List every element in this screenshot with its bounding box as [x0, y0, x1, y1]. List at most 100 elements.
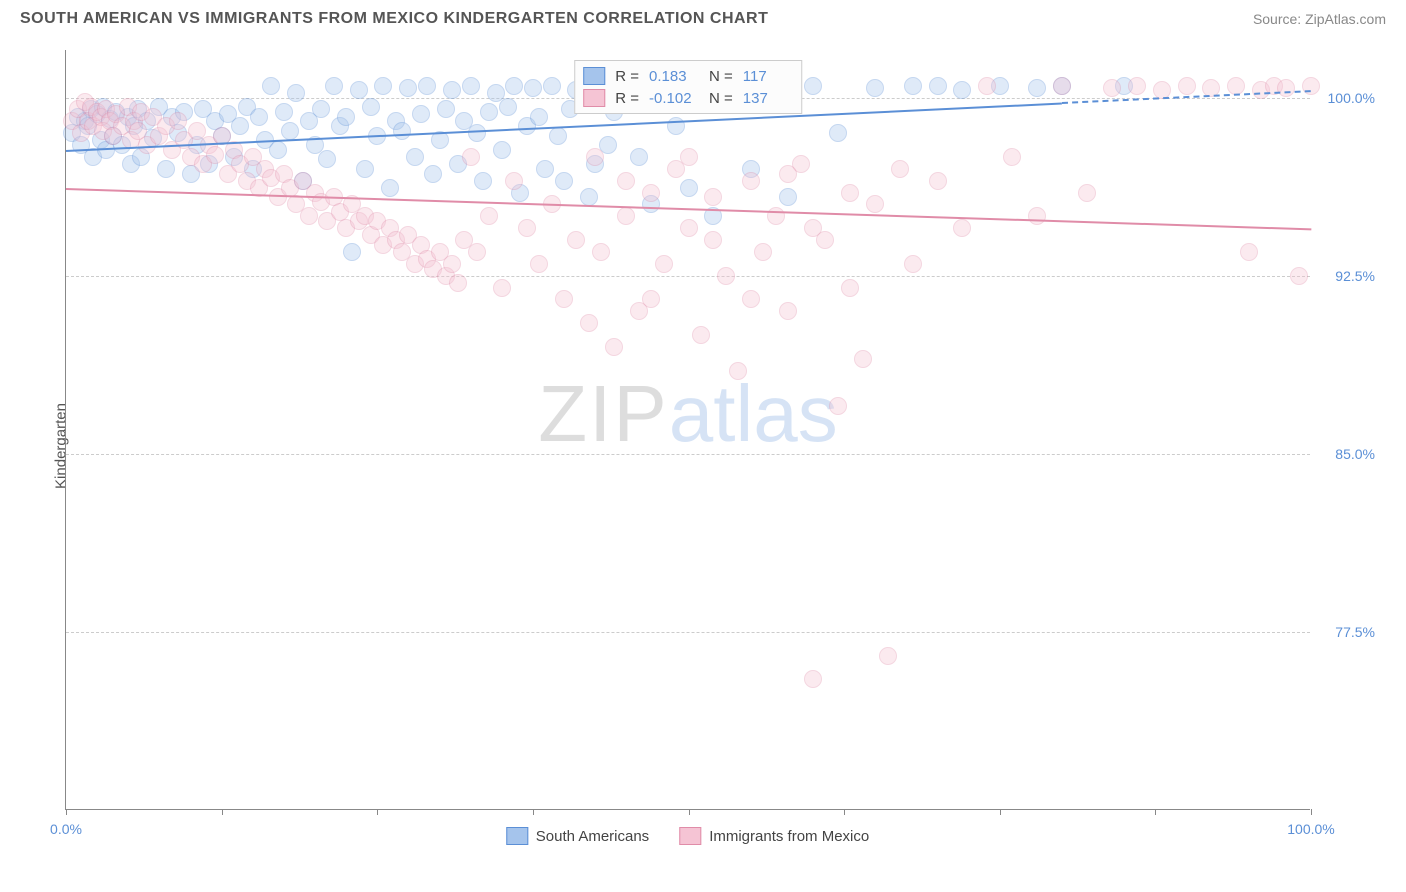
data-point [617, 172, 635, 190]
data-point [1053, 77, 1071, 95]
data-point [1128, 77, 1146, 95]
data-point [462, 148, 480, 166]
data-point [1003, 148, 1021, 166]
data-point [754, 243, 772, 261]
data-point [580, 188, 598, 206]
data-point [399, 79, 417, 97]
legend: South AmericansImmigrants from Mexico [506, 827, 869, 845]
data-point [866, 79, 884, 97]
data-point [904, 255, 922, 273]
data-point [169, 112, 187, 130]
data-point [350, 81, 368, 99]
data-point [841, 184, 859, 202]
data-point [318, 150, 336, 168]
data-point [929, 172, 947, 190]
x-tick [533, 809, 534, 815]
data-point [567, 231, 585, 249]
data-point [449, 274, 467, 292]
data-point [312, 100, 330, 118]
r-value: -0.102 [649, 90, 699, 107]
data-point [530, 255, 548, 273]
legend-swatch [679, 827, 701, 845]
data-point [418, 77, 436, 95]
x-tick [1155, 809, 1156, 815]
x-tick [1000, 809, 1001, 815]
data-point [480, 103, 498, 121]
x-tick [66, 809, 67, 815]
x-tick [1311, 809, 1312, 815]
chart-title: SOUTH AMERICAN VS IMMIGRANTS FROM MEXICO… [20, 10, 768, 28]
data-point [406, 148, 424, 166]
data-point [275, 103, 293, 121]
data-point [592, 243, 610, 261]
data-point [779, 188, 797, 206]
data-point [474, 172, 492, 190]
legend-label: South Americans [536, 828, 649, 845]
data-point [362, 98, 380, 116]
data-point [343, 243, 361, 261]
data-point [524, 79, 542, 97]
data-point [680, 219, 698, 237]
data-point [505, 77, 523, 95]
chart-container: ZIPatlas 77.5%85.0%92.5%100.0%0.0%100.0%… [65, 50, 1310, 810]
stat-row: R = -0.102 N = 137 [583, 87, 793, 109]
chart-header: SOUTH AMERICAN VS IMMIGRANTS FROM MEXICO… [0, 0, 1406, 33]
data-point [231, 117, 249, 135]
data-point [1290, 267, 1308, 285]
data-point [978, 77, 996, 95]
data-point [655, 255, 673, 273]
n-value: 137 [743, 90, 793, 107]
data-point [493, 279, 511, 297]
data-point [549, 127, 567, 145]
data-point [555, 172, 573, 190]
data-point [717, 267, 735, 285]
data-point [412, 105, 430, 123]
data-point [250, 108, 268, 126]
data-point [325, 77, 343, 95]
x-tick [222, 809, 223, 815]
data-point [779, 165, 797, 183]
r-label: R = [615, 90, 639, 107]
n-value: 117 [743, 68, 793, 85]
data-point [157, 160, 175, 178]
data-point [206, 146, 224, 164]
y-tick-label: 100.0% [1328, 90, 1375, 106]
data-point [605, 338, 623, 356]
data-point [462, 77, 480, 95]
data-point [904, 77, 922, 95]
series-swatch [583, 89, 605, 107]
gridline-h [66, 632, 1310, 633]
data-point [536, 160, 554, 178]
data-point [953, 219, 971, 237]
data-point [543, 77, 561, 95]
y-tick-label: 92.5% [1335, 268, 1375, 284]
data-point [1227, 77, 1245, 95]
n-label: N = [709, 90, 733, 107]
data-point [468, 243, 486, 261]
data-point [642, 290, 660, 308]
data-point [729, 362, 747, 380]
data-point [704, 188, 722, 206]
data-point [287, 84, 305, 102]
data-point [1028, 79, 1046, 97]
x-tick-label: 0.0% [50, 821, 82, 837]
data-point [443, 81, 461, 99]
data-point [281, 122, 299, 140]
data-point [692, 326, 710, 344]
data-point [518, 219, 536, 237]
data-point [437, 100, 455, 118]
data-point [1240, 243, 1258, 261]
data-point [1103, 79, 1121, 97]
data-point [680, 179, 698, 197]
y-tick-label: 85.0% [1335, 446, 1375, 462]
data-point [337, 108, 355, 126]
watermark: ZIPatlas [538, 368, 837, 460]
data-point [879, 647, 897, 665]
y-tick-label: 77.5% [1335, 624, 1375, 640]
data-point [779, 302, 797, 320]
data-point [424, 165, 442, 183]
correlation-stats-box: R = 0.183N = 117R = -0.102N = 137 [574, 60, 802, 114]
data-point [499, 98, 517, 116]
x-tick [689, 809, 690, 815]
r-label: R = [615, 68, 639, 85]
